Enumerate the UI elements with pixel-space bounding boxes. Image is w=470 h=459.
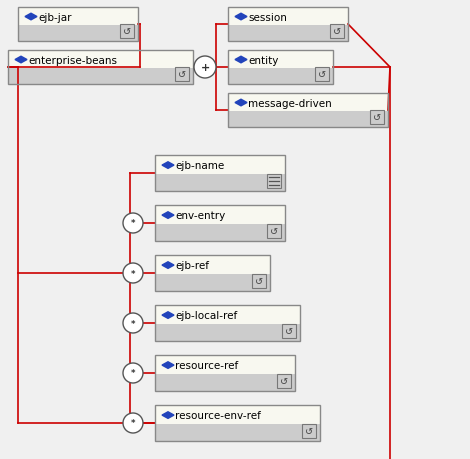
Bar — [315, 68, 329, 82]
Bar — [228, 94, 388, 112]
Bar — [155, 224, 285, 241]
Text: *: * — [131, 269, 135, 278]
Bar — [155, 274, 270, 291]
Text: ↺: ↺ — [285, 326, 293, 336]
Bar — [18, 26, 138, 42]
Bar — [228, 26, 348, 42]
Text: ↺: ↺ — [373, 113, 381, 123]
Bar — [228, 51, 333, 68]
Bar — [370, 111, 384, 125]
Circle shape — [123, 363, 143, 383]
Text: +: + — [200, 63, 210, 73]
Bar — [228, 8, 348, 42]
Bar — [18, 8, 138, 42]
Text: ejb-ref: ejb-ref — [175, 261, 209, 270]
Polygon shape — [162, 412, 174, 419]
Polygon shape — [162, 213, 174, 219]
Polygon shape — [235, 14, 247, 21]
Text: *: * — [131, 219, 135, 228]
Polygon shape — [162, 262, 174, 269]
Bar — [155, 256, 270, 291]
Circle shape — [123, 213, 143, 234]
Text: message-driven: message-driven — [248, 98, 332, 108]
Text: ejb-name: ejb-name — [175, 161, 224, 171]
Circle shape — [123, 413, 143, 433]
Bar — [18, 8, 138, 26]
Bar — [252, 274, 266, 288]
Text: entity: entity — [248, 56, 278, 65]
Polygon shape — [162, 362, 174, 369]
Bar — [155, 405, 320, 441]
Text: ↺: ↺ — [178, 70, 186, 80]
Polygon shape — [25, 14, 37, 21]
Text: ↺: ↺ — [123, 27, 131, 37]
Bar — [302, 424, 316, 438]
Text: env-entry: env-entry — [175, 211, 225, 221]
Bar — [155, 174, 285, 191]
Bar — [228, 51, 333, 85]
Polygon shape — [235, 57, 247, 64]
Text: *: * — [131, 319, 135, 328]
Text: resource-ref: resource-ref — [175, 360, 238, 370]
Text: *: * — [131, 369, 135, 378]
Bar — [267, 174, 281, 189]
Bar — [155, 305, 300, 324]
Bar — [155, 256, 270, 274]
Text: ↺: ↺ — [305, 426, 313, 436]
Bar — [155, 374, 295, 391]
Text: *: * — [131, 419, 135, 428]
Bar — [155, 405, 320, 424]
Bar — [155, 324, 300, 341]
Text: ejb-jar: ejb-jar — [38, 12, 71, 22]
Bar — [155, 156, 285, 191]
Circle shape — [123, 263, 143, 283]
Polygon shape — [162, 162, 174, 169]
Polygon shape — [162, 312, 174, 319]
Text: resource-env-ref: resource-env-ref — [175, 410, 261, 420]
Bar — [155, 355, 295, 391]
Text: ↺: ↺ — [280, 376, 288, 386]
Bar — [330, 25, 344, 39]
Bar — [228, 94, 388, 128]
Circle shape — [194, 57, 216, 79]
Text: ejb-local-ref: ejb-local-ref — [175, 310, 237, 320]
Bar — [277, 374, 291, 388]
Bar — [228, 68, 333, 85]
Bar — [155, 355, 295, 374]
Bar — [228, 112, 388, 128]
Bar — [8, 68, 193, 85]
Polygon shape — [235, 100, 247, 106]
Bar — [228, 8, 348, 26]
Bar — [282, 325, 296, 338]
Bar — [8, 51, 193, 68]
Bar — [155, 156, 285, 174]
Bar — [120, 25, 134, 39]
Text: session: session — [248, 12, 287, 22]
Text: ↺: ↺ — [333, 27, 341, 37]
Bar — [155, 206, 285, 224]
Text: enterprise-beans: enterprise-beans — [28, 56, 117, 65]
Bar — [155, 424, 320, 441]
Text: ↺: ↺ — [270, 226, 278, 236]
Bar — [155, 305, 300, 341]
Text: ↺: ↺ — [318, 70, 326, 80]
Bar — [155, 206, 285, 241]
Bar — [267, 224, 281, 239]
Polygon shape — [15, 57, 27, 64]
Text: ↺: ↺ — [255, 276, 263, 286]
Circle shape — [123, 313, 143, 333]
Bar — [8, 51, 193, 85]
Bar — [175, 68, 189, 82]
